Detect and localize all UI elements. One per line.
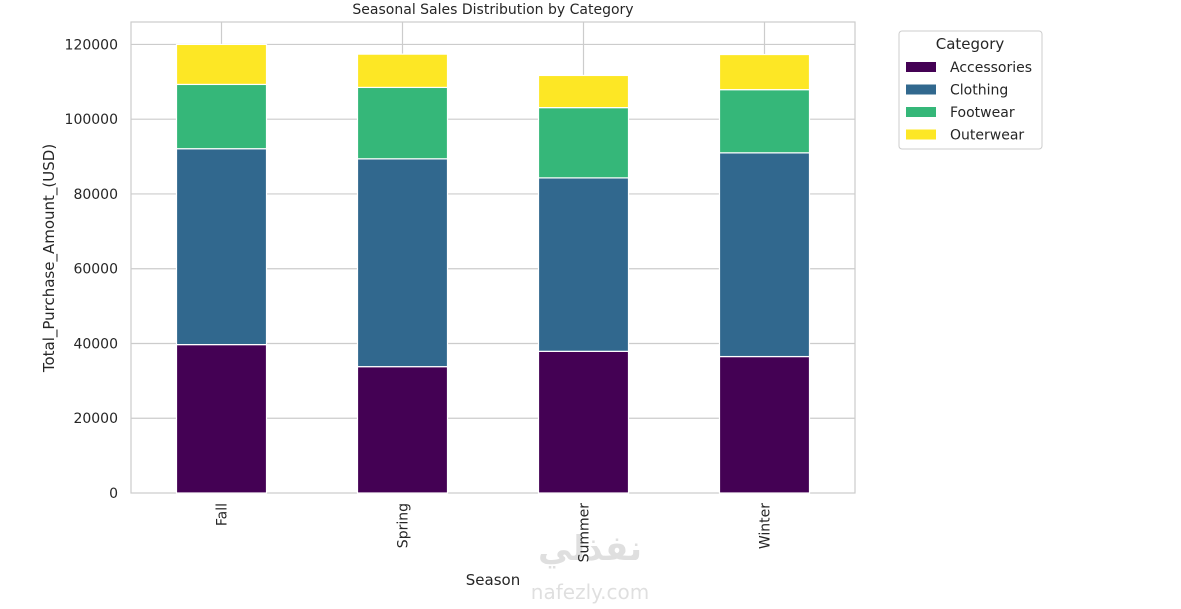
- x-axis-label: Season: [466, 571, 520, 589]
- bar-footwear-winter: [718, 89, 811, 154]
- y-axis-label: Total_Purchase_Amount_(USD): [40, 144, 59, 373]
- legend: Category Accessories Clothing Footwear Oute…: [898, 30, 1043, 150]
- legend-swatch: [906, 107, 936, 117]
- bar-clothing-spring: [356, 158, 449, 368]
- y-tick-label: 100000: [65, 112, 118, 128]
- legend-swatch: [906, 129, 936, 140]
- legend-label: Footwear: [950, 105, 1015, 121]
- x-tick-label: Spring: [396, 503, 412, 548]
- chart-title: Seasonal Sales Distribution by Category: [352, 2, 633, 18]
- bars: [175, 43, 811, 494]
- bar-footwear-summer: [537, 107, 630, 179]
- bar-accessories-spring: [356, 366, 449, 494]
- y-tick-label: 0: [109, 486, 118, 502]
- legend-box: [898, 30, 1043, 150]
- legend-label: Accessories: [950, 60, 1032, 76]
- bar-outerwear-summer: [537, 74, 630, 109]
- svg-text:nafezly.com: nafezly.com: [531, 580, 649, 604]
- x-tick-labels: Fall Spring Summer Winter: [215, 503, 774, 563]
- y-tick-labels: 0 20000 40000 60000 80000 100000 120000: [65, 37, 118, 502]
- y-tick-label: 40000: [73, 336, 118, 352]
- x-tick-label: Winter: [758, 503, 774, 549]
- x-tick-label: Fall: [215, 503, 231, 526]
- y-tick-label: 20000: [73, 411, 118, 427]
- bar-clothing-winter: [718, 152, 811, 358]
- bar-clothing-fall: [175, 148, 268, 346]
- bar-footwear-fall: [175, 83, 268, 150]
- legend-label: Outerwear: [950, 128, 1024, 144]
- bar-accessories-winter: [718, 355, 811, 494]
- svg-text:نفذلي: نفذلي: [538, 529, 642, 569]
- bar-outerwear-fall: [175, 43, 268, 86]
- legend-label: Clothing: [950, 83, 1008, 99]
- bar-accessories-fall: [175, 343, 268, 494]
- x-tick-label: Summer: [577, 503, 593, 563]
- bar-outerwear-winter: [718, 53, 811, 91]
- bar-clothing-summer: [537, 177, 630, 352]
- y-tick-label: 80000: [73, 187, 118, 203]
- y-tick-label: 120000: [65, 37, 118, 53]
- watermark-logo: نفذلي nafezly.com: [531, 529, 649, 604]
- y-tick-label: 60000: [73, 262, 118, 278]
- legend-swatch: [906, 84, 936, 95]
- bar-footwear-spring: [356, 86, 449, 160]
- bar-accessories-summer: [537, 350, 630, 494]
- legend-swatch: [906, 62, 936, 72]
- legend-title: Category: [936, 35, 1005, 53]
- bar-outerwear-spring: [356, 53, 449, 89]
